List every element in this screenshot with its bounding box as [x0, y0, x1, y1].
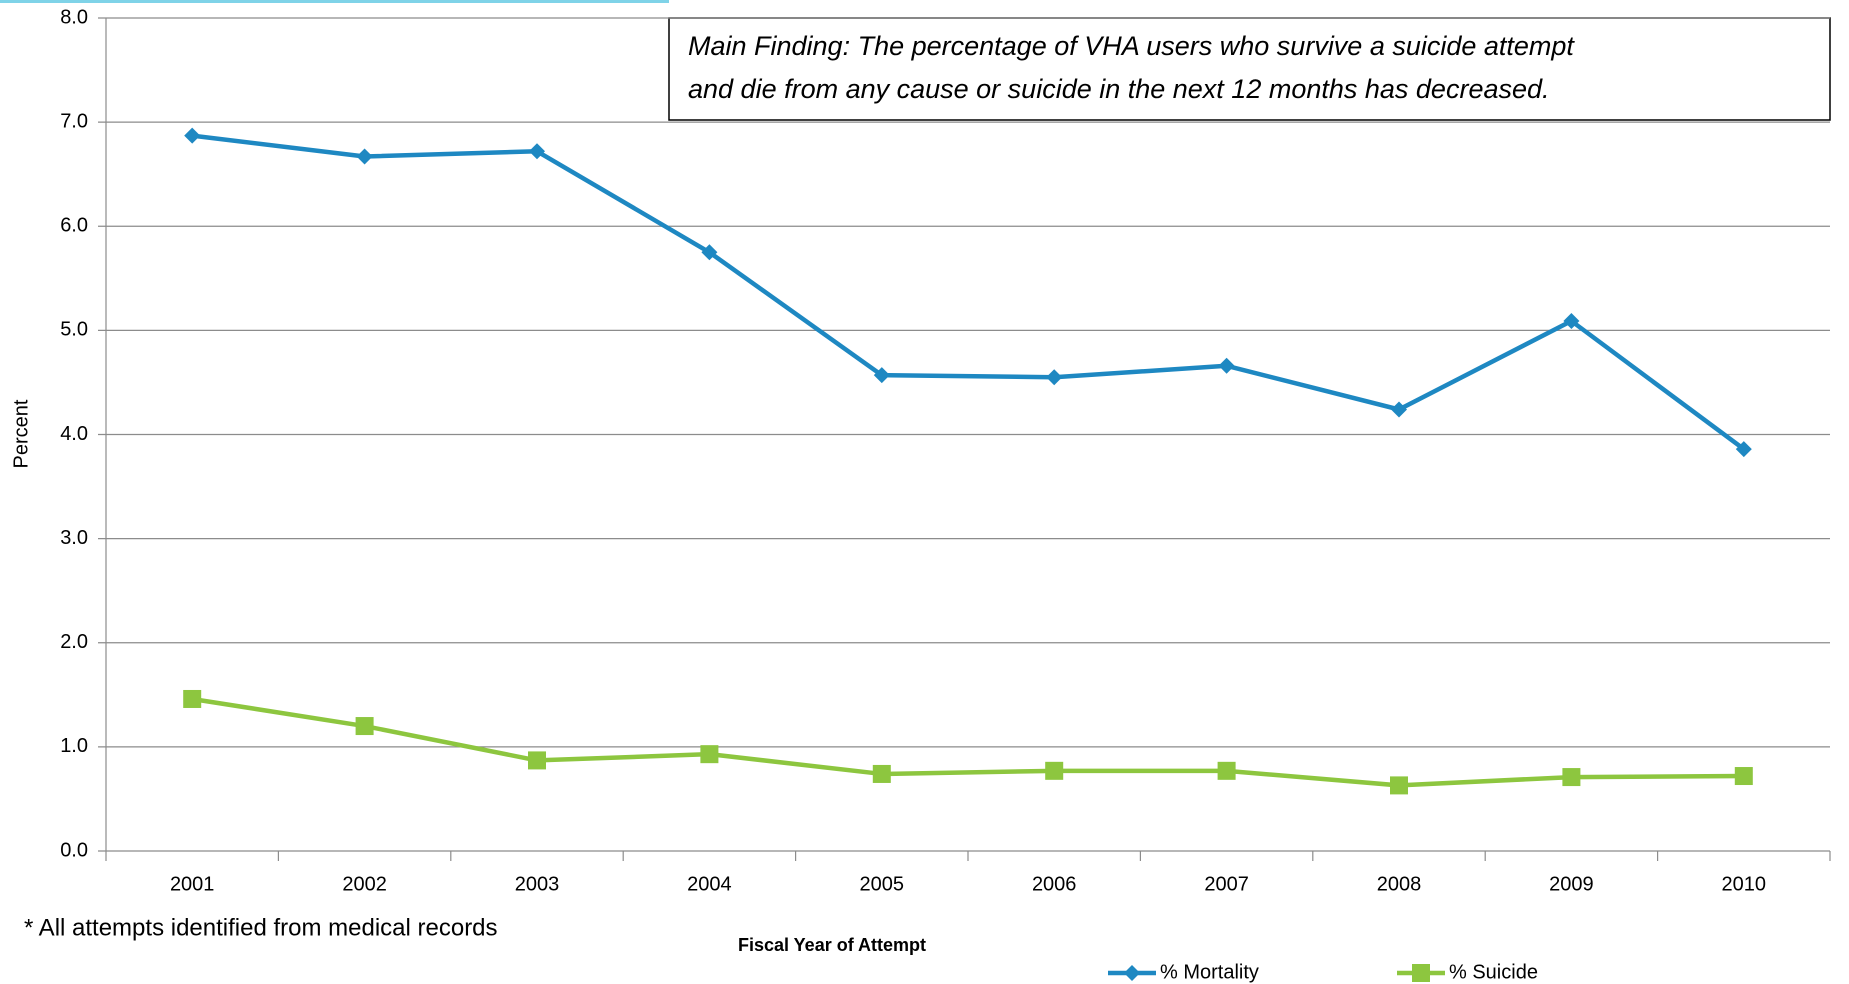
data-point	[356, 148, 373, 165]
y-tick-label: 0.0	[60, 839, 88, 861]
legend-marker	[1412, 964, 1430, 982]
x-tick-label: 2002	[342, 873, 387, 895]
data-point	[528, 751, 546, 770]
data-point	[1217, 761, 1236, 780]
y-tick-label: 2.0	[60, 631, 88, 653]
y-tick-label: 8.0	[60, 6, 88, 28]
x-tick-label: 2005	[860, 873, 905, 895]
x-tick-label: 2003	[515, 873, 560, 895]
data-point	[1735, 441, 1752, 458]
data-point	[701, 244, 718, 261]
y-axis-label: Percent	[10, 399, 32, 468]
x-tick-label: 2010	[1722, 873, 1767, 895]
y-tick-label: 7.0	[60, 110, 88, 132]
data-point	[1045, 761, 1064, 780]
data-point	[700, 745, 719, 764]
annotation: Main Finding: The percentage of VHA user…	[688, 31, 1575, 61]
series-line	[191, 696, 1744, 788]
data-point	[355, 717, 374, 736]
x-tick-label: 2006	[1032, 873, 1077, 895]
data-point	[1734, 767, 1753, 786]
x-tick-label: 2008	[1377, 873, 1422, 895]
data-point	[1391, 401, 1407, 418]
y-tick-label: 3.0	[60, 527, 88, 549]
data-point	[184, 127, 201, 144]
y-tick-label: 4.0	[60, 423, 88, 445]
data-point	[1218, 357, 1235, 374]
annotation: and die from any cause or suicide in the…	[688, 74, 1550, 104]
legend-label: % Suicide	[1449, 961, 1538, 983]
data-point	[1563, 313, 1580, 330]
data-point	[1562, 768, 1581, 787]
data-point	[1046, 369, 1063, 386]
y-tick-label: 1.0	[60, 735, 88, 757]
x-axis-label: Fiscal Year of Attempt	[738, 935, 926, 955]
x-tick-label: 2009	[1549, 873, 1594, 895]
x-tick-label: 2004	[687, 873, 732, 895]
x-tick-label: 2001	[170, 873, 215, 895]
series-line	[191, 133, 1746, 451]
data-point	[183, 689, 202, 708]
data-point	[1390, 776, 1408, 795]
y-tick-label: 6.0	[60, 215, 88, 237]
data-point	[529, 143, 545, 160]
legend-marker	[1124, 965, 1140, 981]
data-point	[873, 367, 890, 384]
y-tick-label: 5.0	[60, 319, 88, 341]
data-point	[872, 764, 891, 783]
legend-label: % Mortality	[1160, 961, 1259, 983]
footnote: * All attempts identified from medical r…	[24, 914, 498, 941]
x-tick-label: 2007	[1204, 873, 1249, 895]
annotation-box	[668, 17, 1831, 121]
